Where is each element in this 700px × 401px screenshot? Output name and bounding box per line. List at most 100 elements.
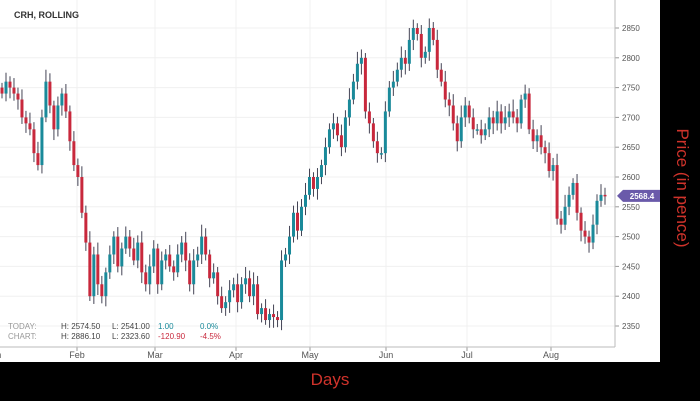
candle-body <box>499 111 503 124</box>
candle-body <box>343 117 347 148</box>
candle-body <box>168 254 172 267</box>
candle-body <box>375 141 379 154</box>
candle-body <box>347 99 351 118</box>
candle-body <box>507 111 511 118</box>
candle-body <box>447 99 451 106</box>
candle-body <box>543 147 547 154</box>
candle-body <box>571 182 575 195</box>
candle-body <box>379 153 383 155</box>
candle-body <box>216 272 220 297</box>
candle-body <box>100 284 104 297</box>
candle-body <box>76 165 80 177</box>
candle-body <box>80 177 84 213</box>
candle-body <box>359 57 363 64</box>
last-price-label: 2568.4 <box>630 192 655 201</box>
candle-body <box>236 284 240 303</box>
today-label: TODAY: <box>8 322 37 331</box>
candle-body <box>551 165 555 172</box>
x-tick-label: Feb <box>69 350 85 360</box>
candle-body <box>112 236 116 255</box>
candle-body <box>128 236 132 249</box>
candle-body <box>232 284 236 291</box>
candle-body <box>307 177 311 195</box>
candle-body <box>144 272 148 285</box>
candle-body <box>595 200 599 225</box>
candle-body <box>28 123 32 130</box>
candle-body <box>427 28 431 52</box>
candle-body <box>399 57 403 70</box>
candle-body <box>8 81 12 88</box>
candle-body <box>451 105 455 124</box>
candle-body <box>563 206 567 225</box>
y-tick-label: 2350 <box>622 322 640 331</box>
candle-body <box>256 284 260 315</box>
y-tick-label: 2800 <box>622 54 640 63</box>
candle-body <box>68 111 72 142</box>
candle-body <box>599 194 603 201</box>
candle-body <box>184 242 188 261</box>
candle-body <box>515 117 519 124</box>
today-high: H: 2574.50 <box>61 322 101 331</box>
candle-body <box>240 284 244 303</box>
candle-body <box>208 254 212 279</box>
chart-pct: -4.5% <box>200 332 221 341</box>
y-tick-label: 2700 <box>622 113 640 122</box>
candle-body <box>140 242 144 273</box>
candle-body <box>471 117 475 130</box>
candle-body <box>276 317 280 321</box>
candle-body <box>539 135 543 148</box>
y-tick-label: 2400 <box>622 292 640 301</box>
candle-body <box>248 278 252 297</box>
candle-body <box>511 111 515 118</box>
candle-body <box>280 260 284 321</box>
x-tick-label: Mar <box>147 350 163 360</box>
candle-body <box>188 260 192 285</box>
candle-body <box>96 254 100 285</box>
candle-body <box>72 141 76 166</box>
x-axis-title: Days <box>310 370 350 389</box>
candle-body <box>603 194 607 197</box>
candle-body <box>108 254 112 273</box>
candle-body <box>315 177 319 189</box>
candle-body <box>327 129 331 148</box>
candle-body <box>228 290 232 303</box>
y-tick-label: 2850 <box>622 24 640 33</box>
candle-body <box>272 314 276 318</box>
candle-body <box>435 39 439 70</box>
x-tick-label: Jan <box>0 350 1 360</box>
y-axis-title: Price (in pence) <box>673 128 692 248</box>
candle-body <box>419 33 423 58</box>
candle-body <box>395 69 399 82</box>
y-tick-label: 2750 <box>622 84 640 93</box>
candle-body <box>459 117 463 142</box>
candle-body <box>132 248 136 261</box>
candle-body <box>164 254 168 261</box>
candle-body <box>60 93 64 106</box>
candle-body <box>355 63 359 82</box>
candle-body <box>284 254 288 261</box>
candle-body <box>463 105 467 118</box>
candle-body <box>431 28 435 40</box>
chart-panel: 2350 2400 2450 2500 2550 2600 2650 2700 2750 2800… <box>0 0 660 362</box>
x-tick-label: Apr <box>229 350 243 360</box>
candle-body <box>527 93 531 130</box>
candle-body <box>40 117 44 166</box>
chart-title: CRH, ROLLING <box>14 10 79 20</box>
candle-body <box>64 93 68 112</box>
x-tick-label: Aug <box>543 350 559 360</box>
candle-body <box>331 123 335 130</box>
candle-body <box>264 308 268 321</box>
candle-body <box>363 57 367 112</box>
candle-body <box>244 278 248 285</box>
candle-body <box>495 111 499 124</box>
candle-body <box>148 266 152 285</box>
candle-body <box>180 242 184 255</box>
candle-body <box>387 87 391 112</box>
candle-body <box>12 87 16 94</box>
candle-body <box>323 147 327 166</box>
y-tick-label: 2550 <box>622 203 640 212</box>
candle-body <box>48 81 52 106</box>
candle-body <box>116 236 120 267</box>
candle-body <box>36 153 40 166</box>
candle-body <box>367 111 371 124</box>
